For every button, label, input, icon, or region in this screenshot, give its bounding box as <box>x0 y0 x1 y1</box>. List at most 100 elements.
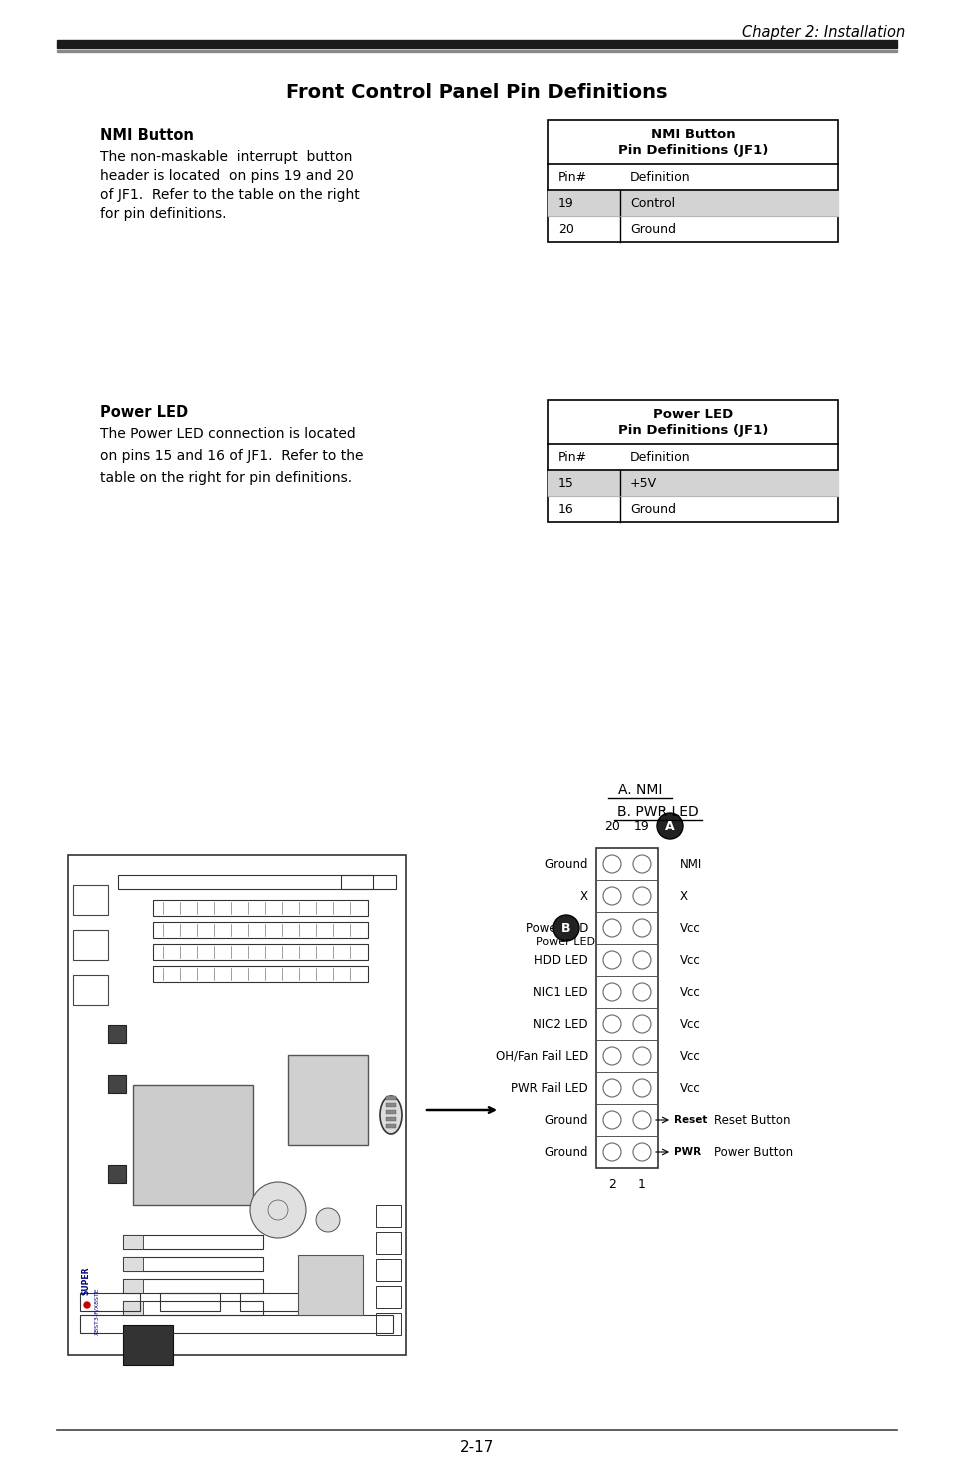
Text: A. NMI: A. NMI <box>618 783 661 798</box>
Bar <box>73 885 108 916</box>
Text: Vcc: Vcc <box>679 1050 700 1063</box>
Bar <box>152 921 368 937</box>
Circle shape <box>633 1015 650 1034</box>
Bar <box>57 39 896 48</box>
Bar <box>375 1260 400 1282</box>
Text: NIC1 LED: NIC1 LED <box>533 986 587 999</box>
Text: 19: 19 <box>634 819 649 833</box>
Circle shape <box>602 951 620 970</box>
Bar <box>123 1301 143 1315</box>
Circle shape <box>602 886 620 905</box>
Circle shape <box>553 916 578 940</box>
Circle shape <box>315 1209 339 1232</box>
Text: on pins 15 and 16 of JF1.  Refer to the: on pins 15 and 16 of JF1. Refer to the <box>100 449 363 464</box>
Text: B. PWR LED: B. PWR LED <box>617 805 699 819</box>
Bar <box>108 1165 126 1182</box>
Text: The Power LED connection is located: The Power LED connection is located <box>100 427 355 440</box>
Text: NMI Button: NMI Button <box>100 128 193 143</box>
Text: X: X <box>579 889 587 903</box>
Text: Definition: Definition <box>629 171 690 184</box>
Text: X8ST3-F/X8STE: X8ST3-F/X8STE <box>94 1287 99 1336</box>
Text: Pin#: Pin# <box>558 171 586 184</box>
Circle shape <box>633 1079 650 1096</box>
Bar <box>132 1085 253 1204</box>
Circle shape <box>602 1111 620 1128</box>
Text: Power LED: Power LED <box>536 937 595 948</box>
Circle shape <box>84 1302 90 1308</box>
Bar <box>386 1117 395 1121</box>
Text: The non-maskable  interrupt  button: The non-maskable interrupt button <box>100 150 352 163</box>
Bar <box>547 469 837 496</box>
Circle shape <box>602 919 620 937</box>
Bar <box>240 1293 299 1311</box>
Text: 20: 20 <box>603 819 619 833</box>
Bar <box>73 930 108 959</box>
Circle shape <box>633 1047 650 1064</box>
Text: Vcc: Vcc <box>679 954 700 967</box>
Text: Power LED: Power LED <box>100 405 188 420</box>
Text: Pin Definitions (JF1): Pin Definitions (JF1) <box>618 423 767 436</box>
Bar <box>152 967 368 983</box>
Text: Power Button: Power Button <box>713 1146 792 1159</box>
Bar <box>80 1315 393 1333</box>
Bar <box>340 875 395 889</box>
Text: Ground: Ground <box>544 857 587 870</box>
Text: Power LED: Power LED <box>525 921 587 935</box>
Text: A: A <box>664 819 674 833</box>
Text: for pin definitions.: for pin definitions. <box>100 207 226 222</box>
Text: Reset: Reset <box>673 1115 706 1126</box>
Text: Vcc: Vcc <box>679 921 700 935</box>
Bar <box>375 1314 400 1336</box>
Text: Vcc: Vcc <box>679 986 700 999</box>
Circle shape <box>633 983 650 1002</box>
Circle shape <box>633 919 650 937</box>
Circle shape <box>602 1143 620 1161</box>
Bar <box>375 1232 400 1254</box>
Bar <box>596 849 658 1168</box>
Text: Definition: Definition <box>629 451 690 464</box>
Bar <box>73 975 108 1005</box>
Text: of JF1.  Refer to the table on the right: of JF1. Refer to the table on the right <box>100 188 359 203</box>
Bar <box>123 1279 263 1293</box>
Bar <box>123 1301 263 1315</box>
Circle shape <box>633 1111 650 1128</box>
Bar <box>375 1204 400 1228</box>
Circle shape <box>602 983 620 1002</box>
Text: Front Control Panel Pin Definitions: Front Control Panel Pin Definitions <box>286 83 667 102</box>
Bar <box>152 943 368 959</box>
Circle shape <box>633 1143 650 1161</box>
Text: table on the right for pin definitions.: table on the right for pin definitions. <box>100 471 352 486</box>
Bar <box>288 1056 368 1145</box>
Bar <box>297 1255 363 1315</box>
Text: Ground: Ground <box>629 223 676 236</box>
Bar <box>386 1110 395 1114</box>
Text: 19: 19 <box>558 197 573 210</box>
Circle shape <box>633 854 650 873</box>
Bar <box>68 854 406 1354</box>
Text: NMI Button: NMI Button <box>650 127 735 140</box>
Text: 15: 15 <box>558 477 574 490</box>
Text: Chapter 2: Installation: Chapter 2: Installation <box>741 25 904 39</box>
Bar <box>386 1104 395 1107</box>
Text: +5V: +5V <box>629 477 657 490</box>
Circle shape <box>657 814 682 838</box>
Bar <box>123 1257 143 1271</box>
Text: Pin Definitions (JF1): Pin Definitions (JF1) <box>618 143 767 156</box>
Circle shape <box>250 1182 306 1238</box>
Text: Ground: Ground <box>544 1114 587 1127</box>
Bar <box>386 1096 395 1099</box>
Circle shape <box>633 886 650 905</box>
Text: Ground: Ground <box>544 1146 587 1159</box>
Bar <box>123 1235 143 1250</box>
Circle shape <box>602 1047 620 1064</box>
Text: PWR Fail LED: PWR Fail LED <box>511 1082 587 1095</box>
Text: header is located  on pins 19 and 20: header is located on pins 19 and 20 <box>100 169 354 184</box>
Text: Ground: Ground <box>629 503 676 516</box>
Text: 2: 2 <box>607 1178 616 1191</box>
Bar <box>123 1257 263 1271</box>
Text: 16: 16 <box>558 503 573 516</box>
Bar <box>108 1025 126 1042</box>
Bar <box>80 1293 140 1311</box>
Text: 20: 20 <box>558 223 574 236</box>
Text: X: X <box>679 889 687 903</box>
